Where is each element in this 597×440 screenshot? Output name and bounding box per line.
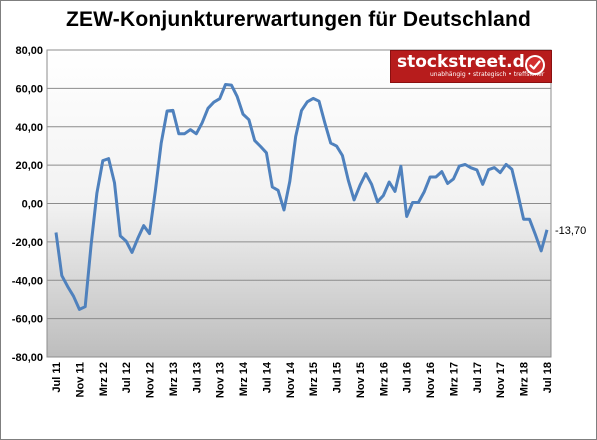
checkmark-icon [525,55,545,75]
x-tick-label: Mrz 16 [378,362,390,396]
stockstreet-logo: stockstreet.de unabhängig • strategisch … [390,50,552,83]
x-tick-label: Nov 12 [145,362,157,398]
x-tick-label: Mrz 14 [238,361,250,396]
x-tick-label: Mrz 18 [519,362,531,396]
logo-slogan: unabhängig • strategisch • treffsicher [430,71,545,78]
x-tick-label: Mrz 17 [448,362,460,396]
x-tick-label: Jul 14 [261,361,273,393]
x-tick-label: Nov 17 [495,362,507,398]
x-tick-label: Jul 16 [402,362,414,393]
end-value-label: -13,70 [555,225,586,237]
x-tick-label: Jul 12 [121,362,133,393]
y-tick-label: 60,00 [15,83,43,95]
x-tick-label: Mrz 13 [168,362,180,396]
logo-brand-text: stockstreet.de [397,52,537,72]
x-tick-label: Jul 17 [472,362,484,393]
x-tick-label: Jul 18 [542,362,554,393]
y-tick-label: -60,00 [12,314,43,326]
y-axis-tick-labels: 80,00 60,00 40,00 20,00 0,00 -20,00 -40,00 -60,… [12,45,43,364]
y-tick-label: -40,00 [12,275,43,287]
x-tick-label: Jul 15 [332,362,344,393]
x-axis-tick-labels: Jul 11 Nov 11 Mrz 12 Jul 12 Nov 12 Mrz 13 Jul … [51,361,554,398]
y-tick-label: 80,00 [15,45,43,57]
x-tick-label: Mrz 15 [308,362,320,396]
y-tick-label: 40,00 [15,122,43,134]
x-tick-label: Nov 16 [425,362,437,398]
y-tick-label: -80,00 [12,352,43,364]
series-line [54,83,549,311]
x-tick-label: Jul 13 [191,362,203,393]
x-tick-label: Mrz 12 [98,362,110,396]
chart-title: ZEW-Konjunkturerwartungen für Deutschlan… [65,8,532,31]
y-tick-label: 20,00 [15,160,43,172]
x-tick-label: Nov 11 [74,362,86,397]
x-tick-label: Jul 11 [51,362,63,393]
x-tick-label: Nov 15 [355,362,367,398]
x-tick-label: Nov 14 [285,361,297,398]
y-tick-label: 0,00 [22,199,43,211]
y-tick-label: -20,00 [12,237,43,249]
x-tick-label: Nov 13 [215,362,227,398]
series-layer [54,83,549,311]
